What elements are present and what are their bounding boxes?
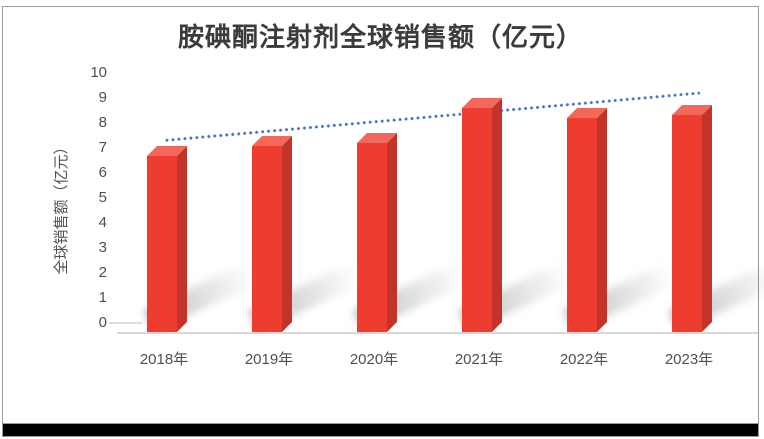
bar-2022年 <box>567 108 607 332</box>
x-axis-tick-label: 2022年 <box>559 351 609 368</box>
bar-front-face <box>147 156 177 332</box>
bar-front-face <box>567 118 597 332</box>
bar-front-face <box>357 143 387 332</box>
x-axis-tick-label: 2021年 <box>454 351 504 368</box>
y-axis-tick-label: 2 <box>98 264 107 281</box>
chart-window: 胺碘酮注射剂全球销售额（亿元） 全球销售额（亿元） 10 9 8 7 6 5 4 3 2 1 0 2… <box>2 6 764 437</box>
x-axis-tick-label: 2023年 <box>664 351 714 368</box>
y-axis-tick-label: 0 <box>98 314 107 331</box>
floor-edge-line <box>109 322 142 324</box>
y-axis-tick-label: 4 <box>98 214 107 231</box>
bar-2019年 <box>252 136 292 332</box>
y-axis-tick-label: 3 <box>98 239 107 256</box>
footer-bar <box>3 423 758 436</box>
bar-side-face <box>282 136 292 332</box>
bar-side-face <box>177 146 187 332</box>
bar-side-face <box>597 108 607 332</box>
bar-side-face <box>702 105 712 332</box>
y-axis-tick-label: 9 <box>98 89 107 106</box>
bar-2023年 <box>672 105 712 332</box>
y-axis-tick-label: 7 <box>98 139 107 156</box>
bar-front-face <box>252 146 282 332</box>
y-axis-tick-label: 10 <box>90 64 107 81</box>
x-axis-tick-label: 2020年 <box>349 351 399 368</box>
bar-2018年 <box>147 146 187 332</box>
x-axis-tick-label: 2018年 <box>139 351 189 368</box>
bar-front-face <box>672 115 702 332</box>
y-axis-tick-label: 5 <box>98 189 107 206</box>
x-axis-tick-label: 2019年 <box>244 351 294 368</box>
y-axis-tick-label: 8 <box>98 114 107 131</box>
bar-front-face <box>462 108 492 332</box>
chart-title: 胺碘酮注射剂全球销售额（亿元） <box>177 22 583 52</box>
bar-2020年 <box>357 133 397 332</box>
y-axis-tick-label: 6 <box>98 164 107 181</box>
bar-side-face <box>492 98 502 332</box>
x-axis-line <box>117 332 758 334</box>
trend-line <box>163 91 701 142</box>
bar-2021年 <box>462 98 502 332</box>
bar-side-face <box>387 133 397 332</box>
y-axis-tick-label: 1 <box>98 289 107 306</box>
